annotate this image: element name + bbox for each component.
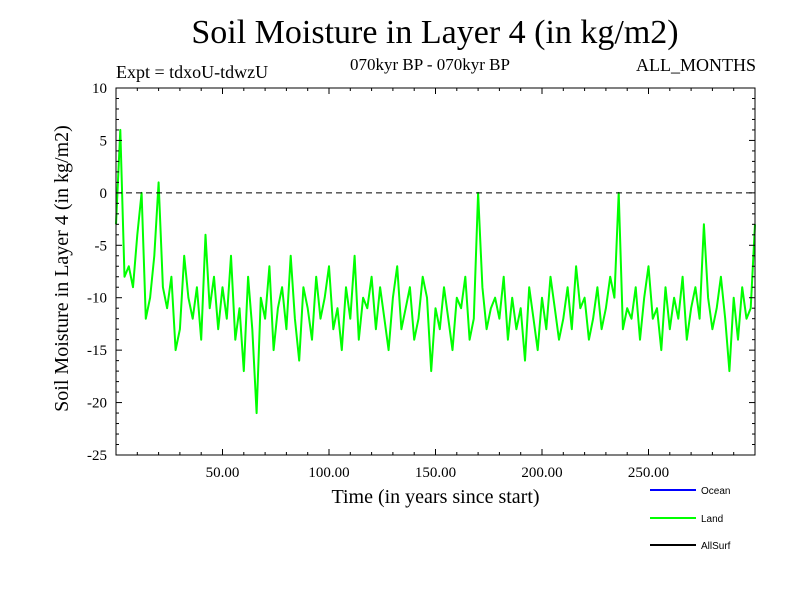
y-tick-label: -10: [87, 291, 107, 307]
y-tick-label: -5: [95, 238, 108, 254]
legend-label-allsurf: AllSurf: [701, 541, 731, 552]
y-axis-label: Soil Moisture in Layer 4 (in kg/m2): [51, 125, 73, 412]
y-tick-label: -20: [87, 396, 107, 412]
y-tick-label: -15: [87, 343, 107, 359]
chart-title: Soil Moisture in Layer 4 (in kg/m2): [191, 14, 679, 51]
legend-label-land: Land: [701, 514, 723, 525]
x-tick-label: 100.00: [308, 465, 349, 481]
legend-label-ocean: Ocean: [701, 486, 730, 497]
y-tick-label: 5: [100, 133, 108, 149]
x-tick-label: 200.00: [521, 465, 562, 481]
legend: Ocean Land AllSurf: [650, 486, 731, 552]
x-tick-label: 250.00: [628, 465, 669, 481]
x-tick-label: 150.00: [415, 465, 456, 481]
y-tick-label: 10: [92, 81, 107, 97]
x-axis-label: Time (in years since start): [331, 486, 539, 508]
period-label: 070kyr BP - 070kyr BP: [350, 55, 510, 74]
series-layer: [115, 128, 756, 415]
experiment-label: Expt = tdxoU-tdwzU: [116, 62, 269, 82]
axis-layer: -25 -20 -15 -10 -5 0 5 10 50.00 100.00 150.00 200.0…: [87, 81, 755, 481]
plot-frame: [115, 87, 756, 456]
y-tick-label: -25: [87, 448, 107, 464]
x-tick-label: 50.00: [206, 465, 240, 481]
y-tick-label: 0: [100, 186, 108, 202]
series-line-land: [115, 128, 756, 415]
months-label: ALL_MONTHS: [636, 55, 756, 75]
